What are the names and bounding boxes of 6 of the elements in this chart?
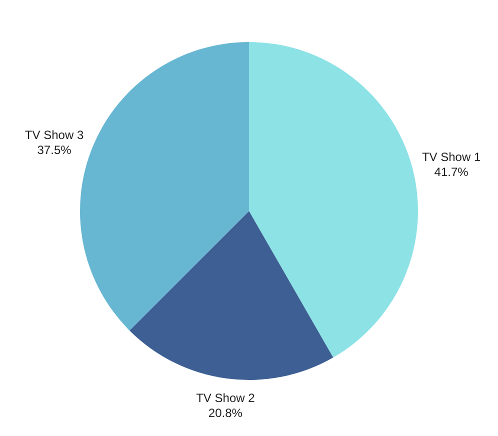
data-label: 37.5% xyxy=(37,142,72,157)
slice-label: TV Show 2 xyxy=(196,390,256,405)
slice-label: TV Show 3 xyxy=(24,128,84,142)
slice-label: TV Show 1 xyxy=(422,150,481,164)
data-label: 41.7% xyxy=(434,165,469,180)
data-label: 20.8% xyxy=(208,406,243,420)
